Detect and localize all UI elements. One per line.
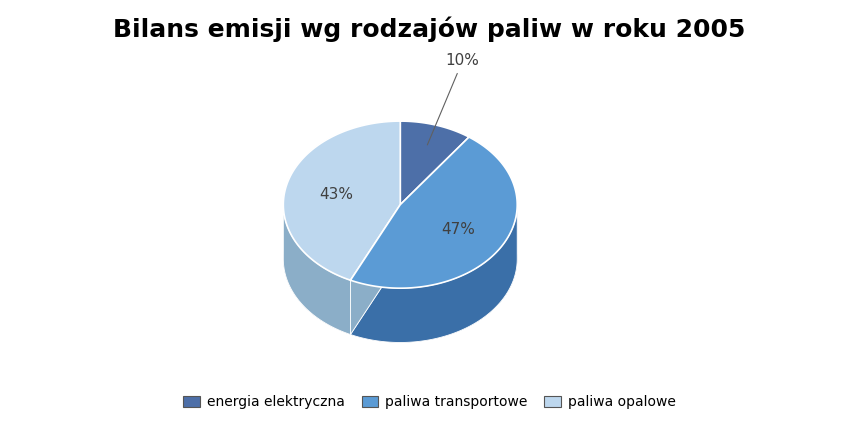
- Legend: energia elektryczna, paliwa transportowe, paliwa opalowe: energia elektryczna, paliwa transportowe…: [178, 390, 681, 415]
- Text: 47%: 47%: [442, 222, 476, 237]
- Polygon shape: [283, 121, 400, 280]
- Polygon shape: [350, 204, 400, 334]
- Text: 10%: 10%: [428, 53, 479, 145]
- Text: 43%: 43%: [320, 187, 353, 202]
- Polygon shape: [350, 137, 517, 288]
- Polygon shape: [350, 205, 517, 343]
- Text: Bilans emisji wg rodzajów paliw w roku 2005: Bilans emisji wg rodzajów paliw w roku 2…: [113, 17, 746, 42]
- Polygon shape: [283, 205, 350, 334]
- Ellipse shape: [283, 176, 517, 343]
- Polygon shape: [350, 204, 400, 334]
- Polygon shape: [400, 121, 469, 204]
